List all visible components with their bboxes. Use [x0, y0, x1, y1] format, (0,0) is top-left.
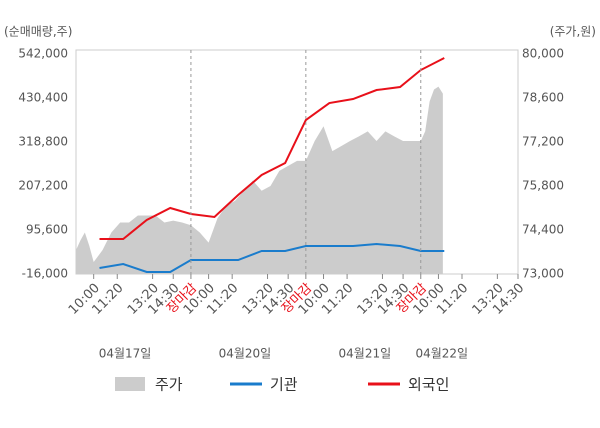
- date-label: 04월22일: [415, 347, 468, 361]
- legend-swatch: [115, 377, 145, 391]
- date-label: 04월17일: [99, 347, 152, 361]
- legend-label: 기관: [270, 376, 298, 394]
- y2-tick-label: 80,000: [522, 47, 564, 61]
- price-area: [76, 86, 443, 274]
- y2-tick-label: 75,800: [522, 179, 564, 193]
- legend-label: 주가: [155, 376, 183, 394]
- series-line: [99, 243, 445, 274]
- y-tick-label: -16,000: [22, 267, 68, 281]
- y-tick-label: 542,000: [18, 47, 68, 61]
- legend-label: 외국인: [408, 376, 449, 394]
- y2-tick-label: 73,000: [522, 267, 564, 281]
- y-tick-label: 318,800: [18, 135, 68, 149]
- y-axis-title: (순매매량,주): [4, 25, 72, 39]
- series-line: [99, 57, 445, 241]
- y-tick-label: 430,400: [18, 91, 68, 105]
- date-label: 04월21일: [339, 347, 392, 361]
- y-tick-label: 95,600: [26, 223, 68, 237]
- y2-tick-label: 74,400: [522, 223, 564, 237]
- date-label: 04월20일: [219, 347, 272, 361]
- y-tick-label: 207,200: [18, 179, 68, 193]
- y2-tick-label: 78,600: [522, 91, 564, 105]
- y2-axis-title: (주가,원): [550, 25, 596, 39]
- y2-tick-label: 77,200: [522, 135, 564, 149]
